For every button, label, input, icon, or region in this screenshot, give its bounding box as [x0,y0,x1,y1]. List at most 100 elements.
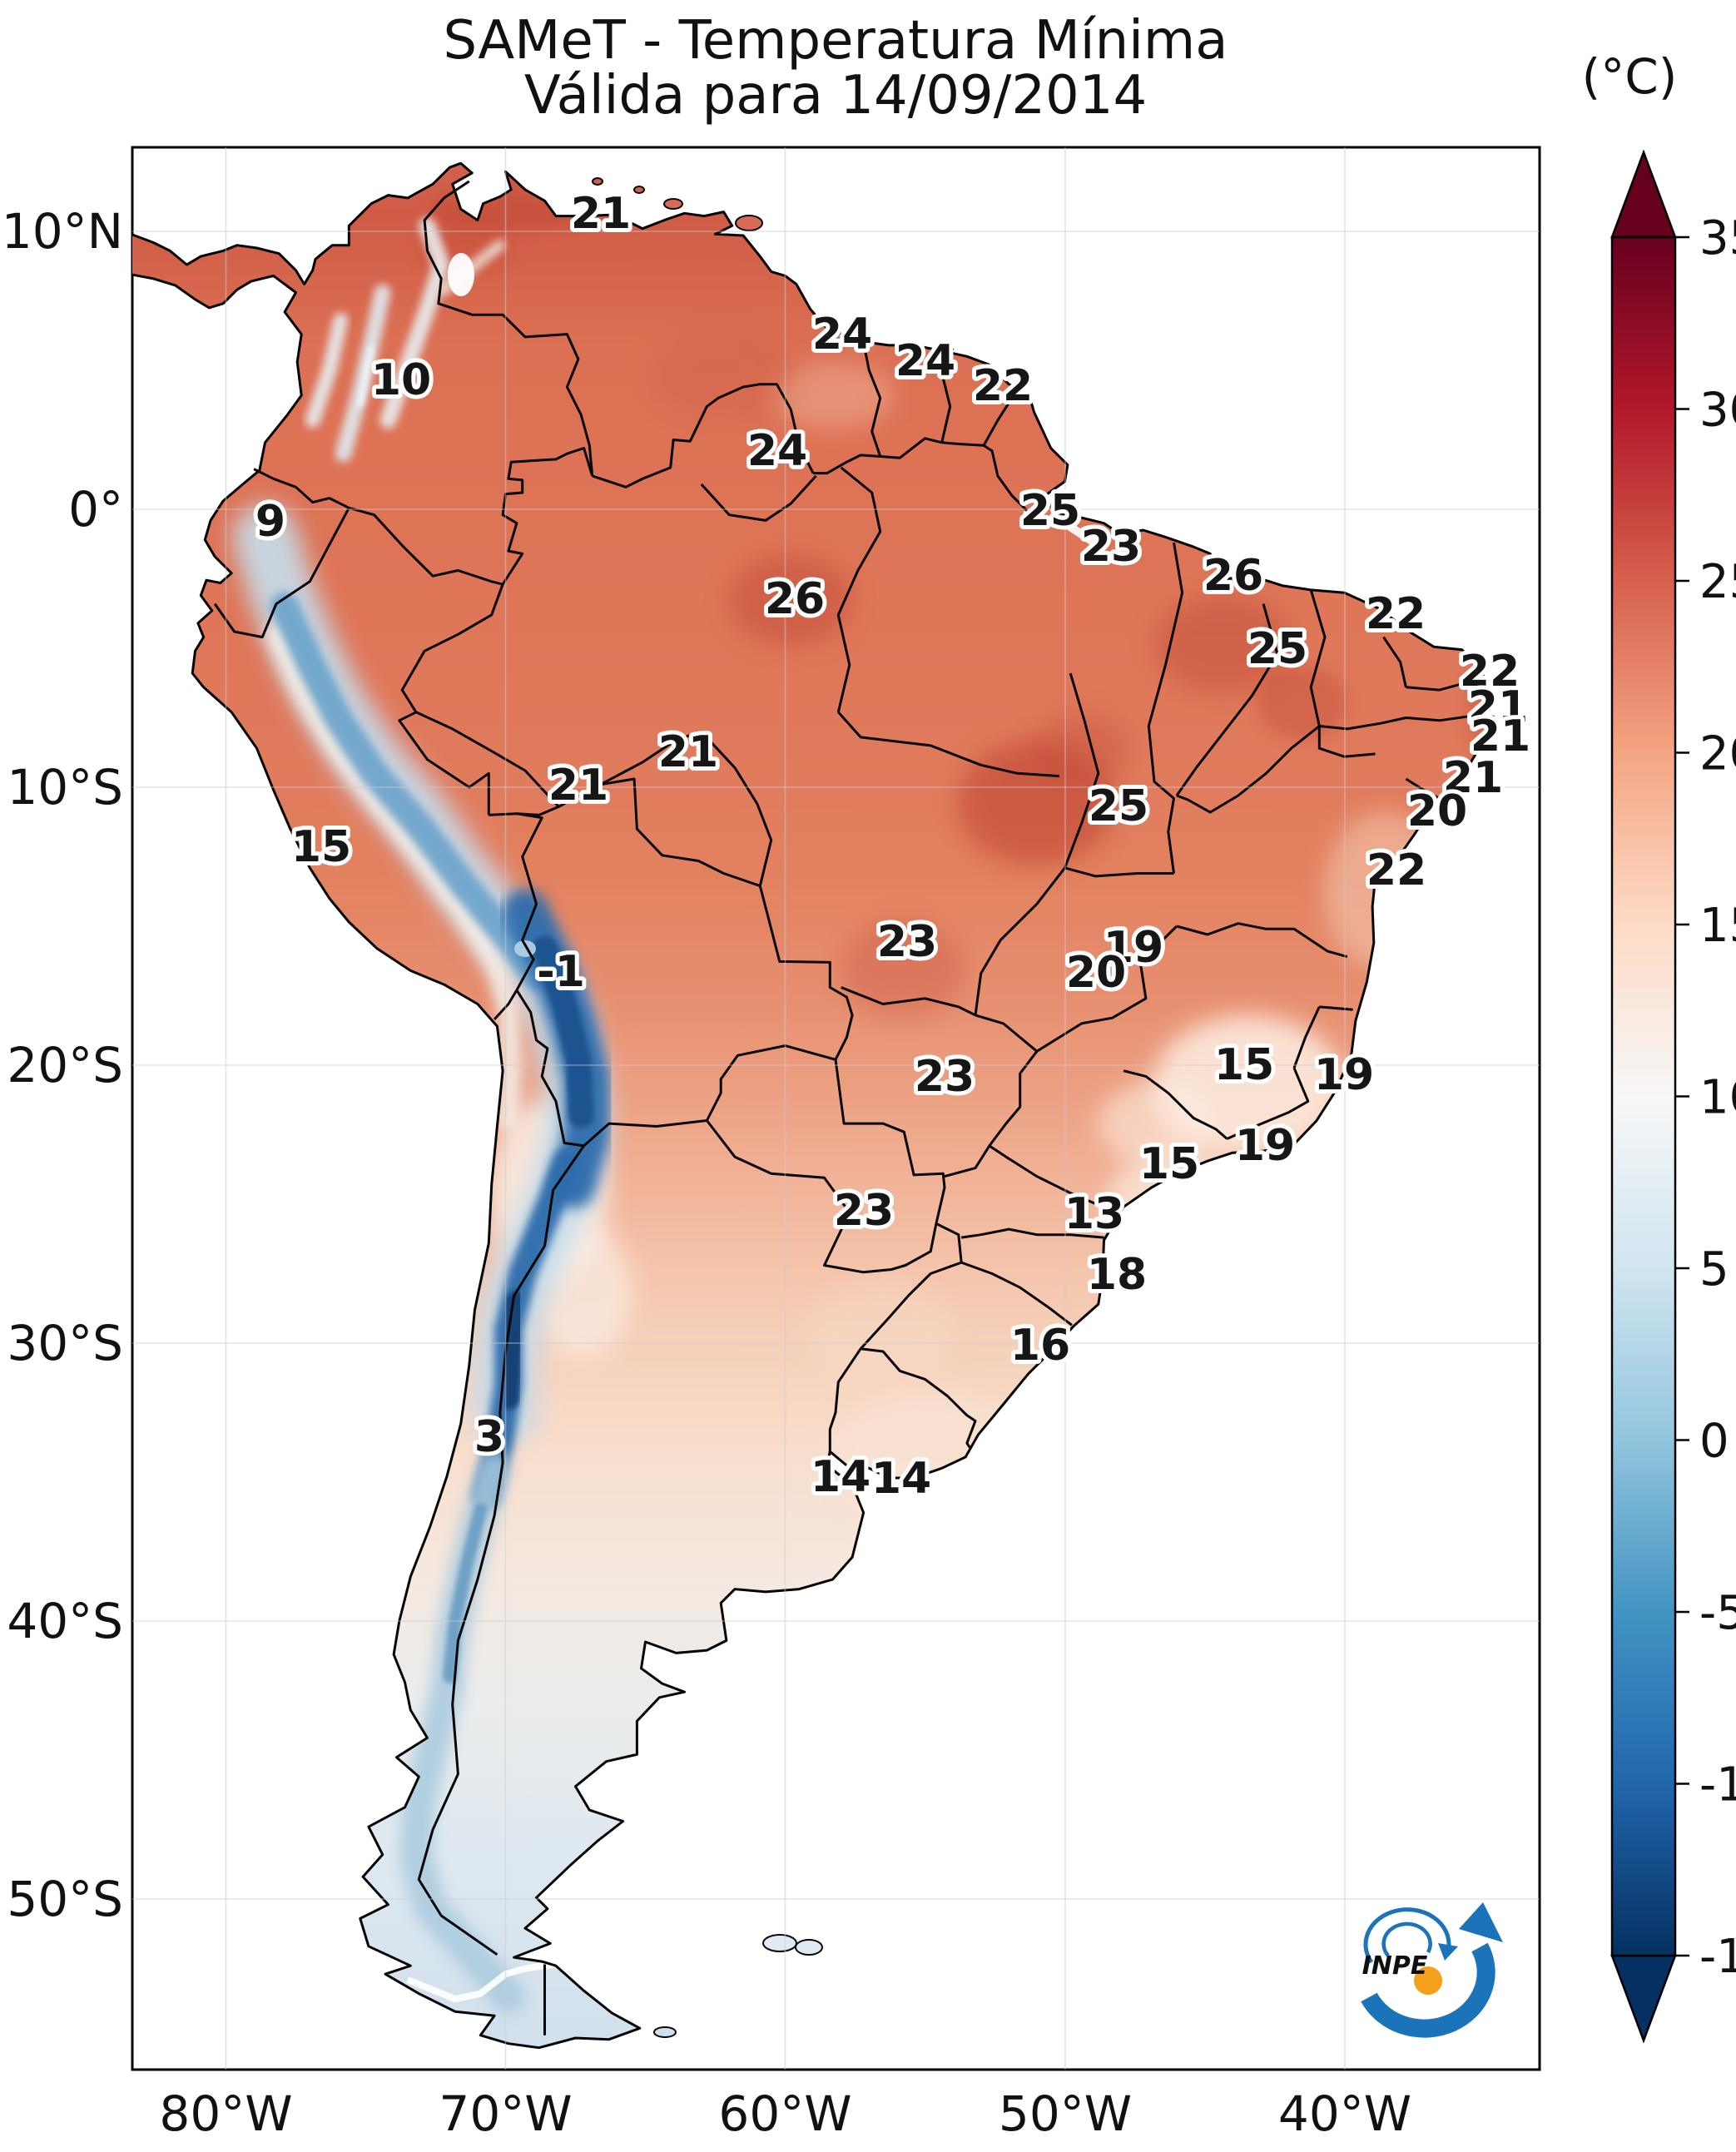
y-tick-label: 50°S [7,1871,123,1927]
border-line [700,731,773,886]
temperature-value-label: 21 [1471,712,1530,761]
cordillera-band [270,592,551,991]
cordillera-band [497,1290,528,1410]
temperature-value-label: 14 [811,1452,870,1502]
temperature-value-label: 19 [1314,1050,1374,1100]
temperature-value-label: 14 [871,1454,931,1504]
temperature-value-label: 21 [658,727,718,777]
border-line [1309,589,1327,726]
inpe-logo-arrow [1459,1902,1503,1942]
temperature-value-label: 3 [474,1412,504,1462]
temperature-value-label: 9 [255,497,285,547]
temperature-value-label: 22 [1366,845,1426,895]
y-tick-label: 40°S [7,1593,123,1649]
temperature-value-label: 26 [1203,551,1263,601]
border-line [880,437,943,459]
temperature-value-label: 23 [877,917,937,967]
temperature-value-label: 24 [812,310,872,359]
border-line [423,180,594,477]
border-line [1176,725,1321,814]
political-borders [213,180,1480,2035]
y-tick-label: 0° [68,481,123,538]
inpe-logo-inner-orbit [1381,1921,1432,1957]
border-line [1226,1067,1310,1140]
cordillera-band [305,312,349,429]
border-line [837,711,1059,778]
temperature-value-label: 24 [895,336,955,386]
x-tick-label: 80°W [159,2085,292,2142]
temperature-value-label: 21 [1468,682,1528,732]
temperature-shade-blob [649,329,799,420]
colorbar-tick-label: 15 [1699,899,1736,953]
x-tick-label: 50°W [999,2085,1132,2142]
border-line [417,1145,585,1956]
cordillera-band [532,935,594,1128]
temperature-shade-blob [770,362,895,429]
border-line [760,383,815,474]
island [762,1934,797,1952]
border-line [1064,672,1100,869]
border-line [1147,664,1175,874]
border-line [1123,1069,1228,1140]
border-line [836,466,882,713]
y-axis-tick-labels: 10°N 0° 10°S 20°S 30°S 40°S 50°S [2,203,123,1927]
border-line [944,1050,1039,1178]
border-line [975,1014,1038,1053]
colorbar-gradient-bar [1610,236,1677,1957]
cordillera-band [356,345,375,408]
temperature-value-label: 20 [1066,948,1126,998]
border-line [1382,636,1407,688]
figure-title: SAMeT - Temperatura Mínima [444,10,1228,72]
border-line [1175,603,1279,796]
island [735,215,763,231]
temperature-value-label: 19 [1104,923,1163,973]
border-line [813,454,880,475]
border-line [706,1119,938,1274]
temperature-value-label: 16 [1010,1321,1070,1371]
border-line [501,447,594,586]
colorbar-tick-label: 35 [1699,211,1736,265]
temperature-value-label: 18 [1087,1250,1147,1300]
temperature-shade-blob [1099,1082,1215,1165]
island [633,186,645,194]
inpe-logo-swoosh [1361,1942,1495,2038]
temperature-value-label: 25 [1020,486,1080,536]
cordillera-band [379,217,450,429]
island [592,177,603,186]
border-line [841,986,976,1017]
temperature-shade-blob [728,555,853,647]
inpe-logo-orange-dot [1414,1966,1442,1995]
border-line [960,1261,1073,1326]
x-axis-tick-labels: 80°W 70°W 60°W 50°W 40°W [159,2085,1411,2142]
inpe-logo-outer-orbit [1363,1907,1451,1964]
temperature-value-label: 25 [1089,781,1148,831]
temperature-shade-blob [1153,595,1294,695]
colorbar-tick-label: -5 [1699,1586,1736,1640]
cordillera-band [443,1503,488,1683]
colorbar-ticks: 35 30 25 20 15 10 5 0 -5 -10 -15 [1675,211,1736,1984]
colorbar-tick-label: 0 [1699,1415,1729,1469]
temperature-value-label: 24 [747,426,807,476]
island [795,1939,823,1956]
temperature-value-label: -1 [537,947,585,997]
temperature-value-label: 15 [1214,1040,1274,1090]
lake-maracaibo [448,253,474,296]
temperature-shade-blob [1257,666,1348,741]
border-line [592,383,761,488]
border-line [1164,542,1184,666]
temperature-value-label: 23 [915,1052,975,1102]
island [653,2026,677,2038]
graticule-gridlines [132,147,1540,2070]
border-line [1292,1006,1321,1069]
y-tick-label: 30°S [7,1315,123,1371]
border-line [348,506,503,586]
temperature-value-label: 25 [1247,624,1307,674]
islands [592,177,823,2038]
border-line [1319,1005,1353,1011]
border-line [583,1119,707,1148]
border-line [834,1059,946,1224]
x-tick-label: 70°W [439,2085,572,2142]
temperature-value-label: 21 [571,189,631,239]
